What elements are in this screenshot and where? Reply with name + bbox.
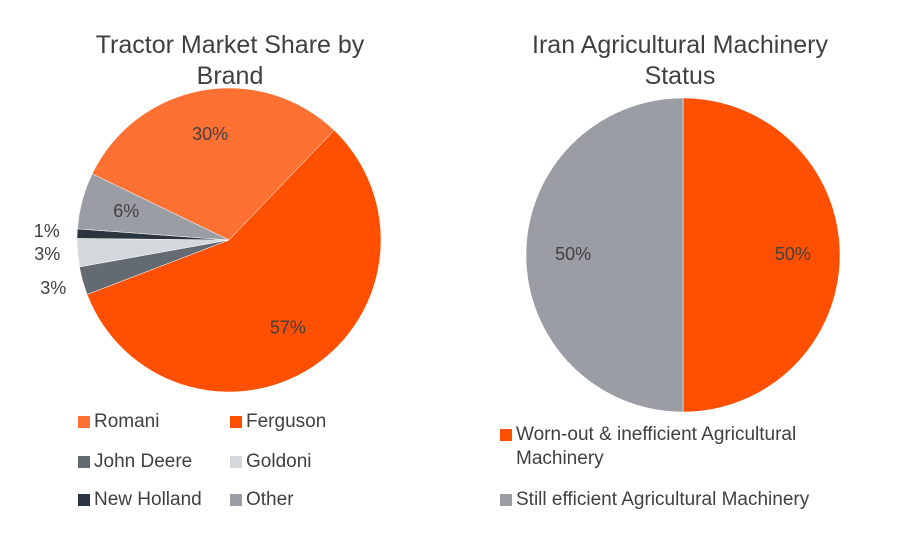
pie-slice xyxy=(91,87,335,241)
legend-entry: Still efficient Agricultural Machinery xyxy=(500,488,880,512)
data-label: 3% xyxy=(40,278,66,298)
pie-slice xyxy=(682,97,841,413)
chart-title: Iran Agricultural Machinery Status xyxy=(532,31,828,90)
legend-swatch xyxy=(230,456,242,468)
legend-entry: Goldoni xyxy=(230,450,380,474)
legend-swatch xyxy=(230,494,242,506)
data-label: 50% xyxy=(775,244,811,264)
legend-entry: New Holland xyxy=(78,488,228,512)
data-label: 6% xyxy=(113,201,139,221)
pie-slice xyxy=(525,97,684,413)
chart-title: Tractor Market Share by Brand xyxy=(95,31,365,90)
legend-swatch xyxy=(78,494,90,506)
data-label: 57% xyxy=(270,317,306,337)
legend-entry: Worn-out & inefficient Agricultural Mach… xyxy=(500,423,870,471)
data-label: 1% xyxy=(34,221,60,241)
legend-label: Worn-out & inefficient Agricultural Mach… xyxy=(516,424,797,469)
legend-swatch xyxy=(500,494,512,506)
legend-label: Still efficient Agricultural Machinery xyxy=(516,489,810,510)
legend-label: John Deere xyxy=(94,451,193,472)
legend-label: Ferguson xyxy=(246,411,327,432)
legend-swatch xyxy=(78,456,90,468)
legend-swatch xyxy=(78,416,90,428)
legend-swatch xyxy=(500,429,512,441)
legend-entry: Ferguson xyxy=(230,410,380,434)
legend-label: Other xyxy=(246,489,294,510)
legend-swatch xyxy=(230,416,242,428)
pie-slice xyxy=(77,173,230,241)
data-label: 30% xyxy=(192,124,228,144)
data-label: 3% xyxy=(34,244,60,264)
legend-entry: John Deere xyxy=(78,450,228,474)
data-label: 50% xyxy=(555,244,591,264)
legend-entry: Other xyxy=(230,488,380,512)
legend-label: New Holland xyxy=(94,489,202,510)
legend-label: Romani xyxy=(94,411,160,432)
legend-entry: Romani xyxy=(78,410,228,434)
pie-slice xyxy=(86,129,382,393)
legend-label: Goldoni xyxy=(246,451,312,472)
